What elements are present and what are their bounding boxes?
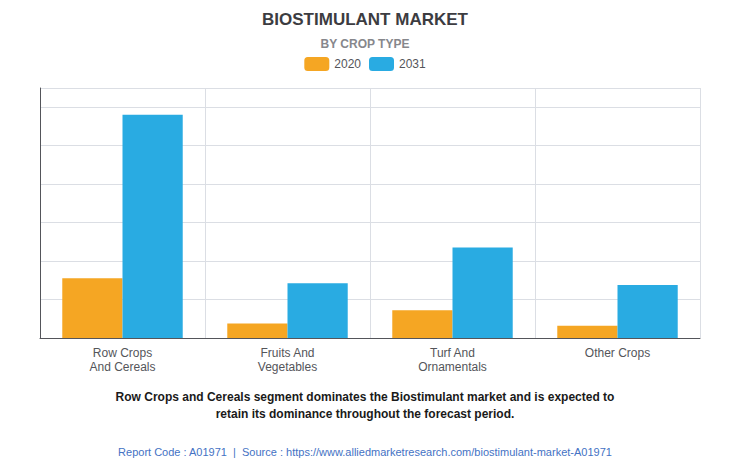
svg-text:Vegetables: Vegetables xyxy=(258,360,317,374)
svg-text:2020: 2020 xyxy=(334,57,361,71)
svg-text:Row Crops: Row Crops xyxy=(93,346,152,360)
svg-text:Fruits And: Fruits And xyxy=(260,346,314,360)
svg-text:retain its dominance throughou: retain its dominance throughout the fore… xyxy=(216,407,515,421)
svg-text:Report Code : A01971 | Sourc: Report Code : A01971 | Source : https://… xyxy=(118,446,612,458)
svg-text:2031: 2031 xyxy=(399,57,426,71)
svg-text:Ornamentals: Ornamentals xyxy=(418,360,487,374)
svg-text:Other Crops: Other Crops xyxy=(585,346,650,360)
svg-text:Row Crops and Cereals segment: Row Crops and Cereals segment dominates … xyxy=(116,390,615,404)
svg-text:BY CROP TYPE: BY CROP TYPE xyxy=(321,37,410,51)
svg-text:And Cereals: And Cereals xyxy=(89,360,155,374)
svg-text:Turf And: Turf And xyxy=(430,346,475,360)
svg-text:BIOSTIMULANT MARKET: BIOSTIMULANT MARKET xyxy=(262,10,468,29)
